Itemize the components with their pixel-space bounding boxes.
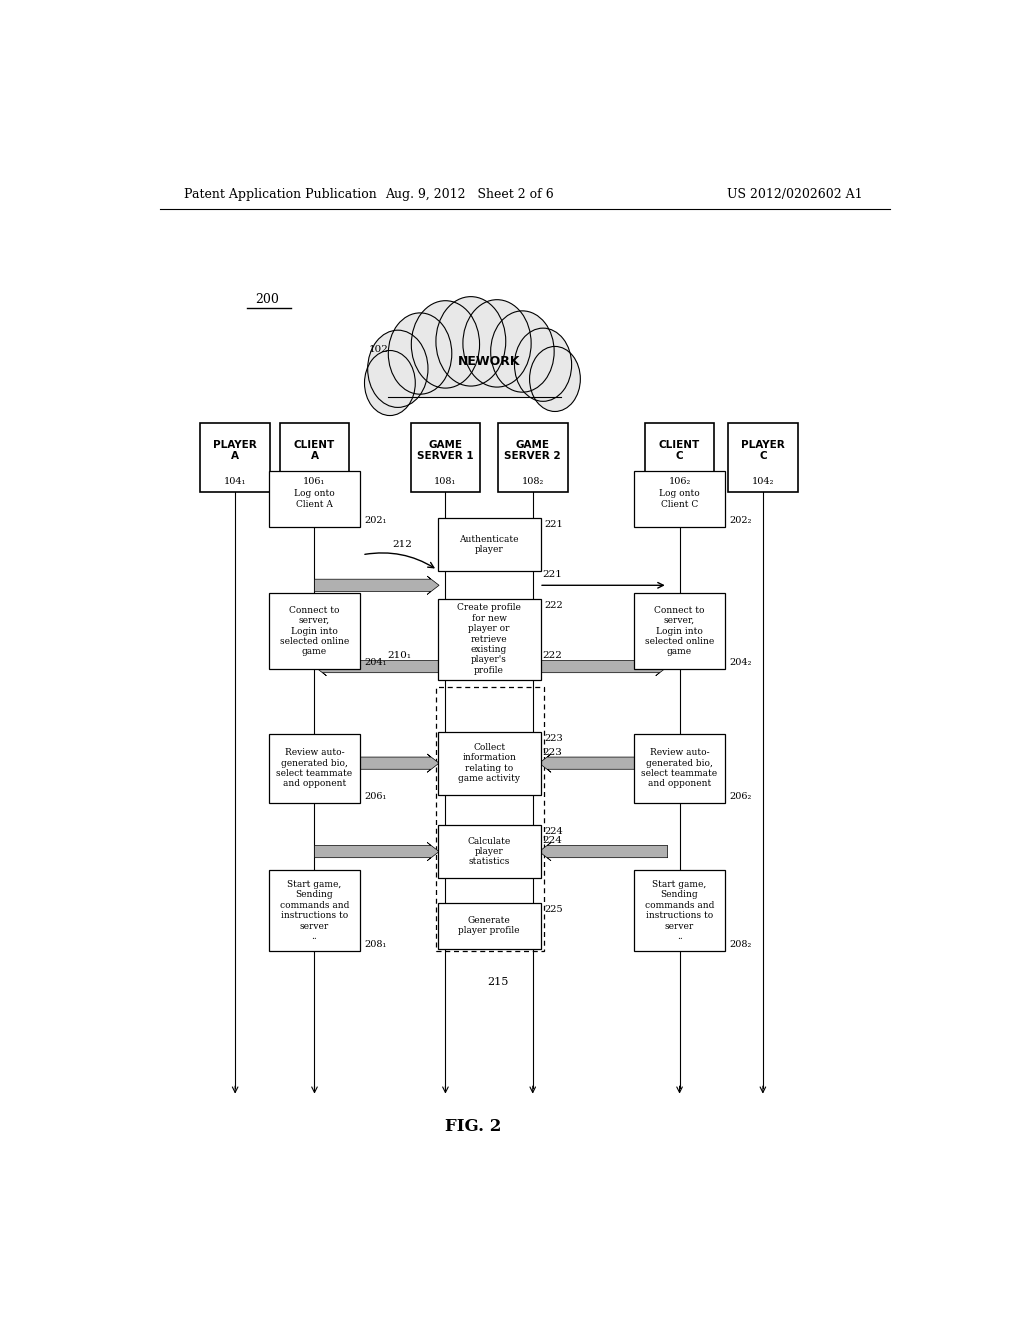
- FancyBboxPatch shape: [437, 598, 541, 680]
- FancyBboxPatch shape: [728, 422, 798, 492]
- FancyBboxPatch shape: [437, 731, 541, 795]
- Text: 221: 221: [545, 520, 563, 529]
- Text: CLIENT
C: CLIENT C: [658, 440, 700, 461]
- Text: GAME
SERVER 2: GAME SERVER 2: [505, 440, 561, 461]
- Text: 106₁: 106₁: [303, 477, 326, 486]
- Circle shape: [436, 297, 506, 385]
- Text: 210₁: 210₁: [387, 652, 412, 660]
- FancyBboxPatch shape: [634, 734, 725, 803]
- Text: PLAYER
C: PLAYER C: [741, 440, 784, 461]
- FancyArrow shape: [314, 842, 439, 861]
- Text: 204₂: 204₂: [729, 659, 752, 667]
- FancyBboxPatch shape: [269, 870, 360, 952]
- Circle shape: [388, 313, 452, 395]
- Circle shape: [368, 330, 428, 408]
- Text: US 2012/0202602 A1: US 2012/0202602 A1: [727, 189, 862, 202]
- Text: 108₂: 108₂: [521, 477, 544, 486]
- Circle shape: [490, 312, 554, 392]
- Bar: [386, 367, 560, 397]
- Text: 222: 222: [545, 601, 563, 610]
- FancyBboxPatch shape: [437, 903, 541, 949]
- Text: 202₁: 202₁: [365, 516, 387, 525]
- Text: 224: 224: [543, 837, 562, 845]
- Circle shape: [412, 301, 479, 388]
- FancyBboxPatch shape: [634, 593, 725, 669]
- FancyBboxPatch shape: [634, 471, 725, 527]
- Text: 204₁: 204₁: [365, 659, 387, 667]
- Text: GAME
SERVER 1: GAME SERVER 1: [417, 440, 474, 461]
- FancyBboxPatch shape: [437, 825, 541, 878]
- Text: 200: 200: [255, 293, 279, 306]
- Text: 202₂: 202₂: [729, 516, 752, 525]
- Text: Patent Application Publication: Patent Application Publication: [183, 189, 376, 202]
- Text: NEWORK: NEWORK: [458, 355, 520, 368]
- Text: Log onto
Client A: Log onto Client A: [294, 490, 335, 508]
- Text: Start game,
Sending
commands and
instructions to
server
..: Start game, Sending commands and instruc…: [280, 880, 349, 941]
- Circle shape: [514, 329, 571, 401]
- Text: 223: 223: [543, 748, 562, 758]
- Text: 106₂: 106₂: [669, 477, 690, 486]
- Text: Generate
player profile: Generate player profile: [459, 916, 520, 936]
- FancyBboxPatch shape: [498, 422, 567, 492]
- Text: 206₂: 206₂: [729, 792, 752, 801]
- Text: Review auto-
generated bio,
select teammate
and opponent: Review auto- generated bio, select teamm…: [276, 748, 352, 788]
- Text: Review auto-
generated bio,
select teammate
and opponent: Review auto- generated bio, select teamm…: [641, 748, 718, 788]
- Text: 225: 225: [545, 906, 563, 913]
- Text: FIG. 2: FIG. 2: [445, 1118, 502, 1134]
- Text: 208₁: 208₁: [365, 940, 386, 949]
- FancyArrow shape: [314, 576, 439, 594]
- Circle shape: [463, 300, 531, 387]
- Text: Log onto
Client C: Log onto Client C: [659, 490, 700, 508]
- Text: Calculate
player
statistics: Calculate player statistics: [468, 837, 511, 866]
- Text: 108₁: 108₁: [434, 477, 457, 486]
- Text: Connect to
server,
Login into
selected online
game: Connect to server, Login into selected o…: [280, 606, 349, 656]
- FancyArrow shape: [539, 657, 668, 676]
- Text: Start game,
Sending
commands and
instructions to
server
..: Start game, Sending commands and instruc…: [645, 880, 714, 941]
- Text: 223: 223: [545, 734, 563, 743]
- Text: 215: 215: [487, 977, 509, 986]
- FancyBboxPatch shape: [280, 422, 349, 492]
- FancyArrow shape: [314, 754, 439, 772]
- Text: 208₂: 208₂: [729, 940, 752, 949]
- Text: CLIENT
A: CLIENT A: [294, 440, 335, 461]
- Text: PLAYER
A: PLAYER A: [213, 440, 257, 461]
- Text: 221: 221: [543, 570, 562, 579]
- Text: Connect to
server,
Login into
selected online
game: Connect to server, Login into selected o…: [645, 606, 714, 656]
- Circle shape: [529, 346, 581, 412]
- FancyArrow shape: [314, 657, 439, 676]
- Text: 224: 224: [545, 828, 563, 836]
- Text: 102: 102: [369, 345, 388, 354]
- FancyBboxPatch shape: [269, 734, 360, 803]
- Text: 212: 212: [392, 540, 412, 549]
- FancyBboxPatch shape: [269, 471, 360, 527]
- Text: Collect
information
relating to
game activity: Collect information relating to game act…: [458, 743, 520, 783]
- Text: 222: 222: [543, 652, 562, 660]
- Text: 206₁: 206₁: [365, 792, 386, 801]
- FancyArrow shape: [539, 842, 668, 861]
- Text: 104₂: 104₂: [752, 477, 774, 486]
- Text: Authenticate
player: Authenticate player: [460, 535, 519, 554]
- FancyBboxPatch shape: [437, 519, 541, 572]
- FancyArrow shape: [539, 754, 668, 772]
- Text: Aug. 9, 2012   Sheet 2 of 6: Aug. 9, 2012 Sheet 2 of 6: [385, 189, 554, 202]
- FancyBboxPatch shape: [411, 422, 480, 492]
- FancyBboxPatch shape: [645, 422, 715, 492]
- Circle shape: [365, 351, 416, 416]
- FancyBboxPatch shape: [634, 870, 725, 952]
- FancyBboxPatch shape: [201, 422, 270, 492]
- FancyBboxPatch shape: [269, 593, 360, 669]
- Text: Create profile
for new
player or
retrieve
existing
player's
profile: Create profile for new player or retriev…: [457, 603, 521, 675]
- Text: 104₁: 104₁: [224, 477, 247, 486]
